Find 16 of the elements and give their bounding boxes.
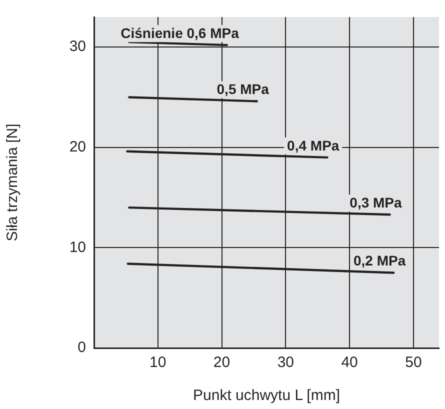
x-tick-label: 50 bbox=[405, 354, 422, 372]
x-tick-label: 30 bbox=[277, 354, 294, 372]
series-label: 0,2 MPa bbox=[354, 252, 406, 269]
x-tick-label: 40 bbox=[341, 354, 358, 372]
x-tick-label: 10 bbox=[150, 354, 166, 372]
series-label: 0,3 MPa bbox=[350, 194, 402, 210]
x-axis-title: Punkt uchwytu L [mm] bbox=[193, 387, 340, 404]
series-label: 0,4 MPa bbox=[287, 137, 340, 154]
series-label: Ciśnienie 0,6 MPa bbox=[120, 24, 240, 41]
y-tick-label: 20 bbox=[69, 138, 86, 156]
series-label: 0,5 MPa bbox=[216, 81, 270, 98]
y-tick-label: 10 bbox=[69, 238, 86, 256]
x-tick-label: 20 bbox=[213, 354, 230, 372]
y-axis-title: Siła trzymania [N] bbox=[4, 124, 22, 242]
y-tick-label: 30 bbox=[69, 38, 86, 56]
y-tick-label: 0 bbox=[78, 339, 86, 356]
